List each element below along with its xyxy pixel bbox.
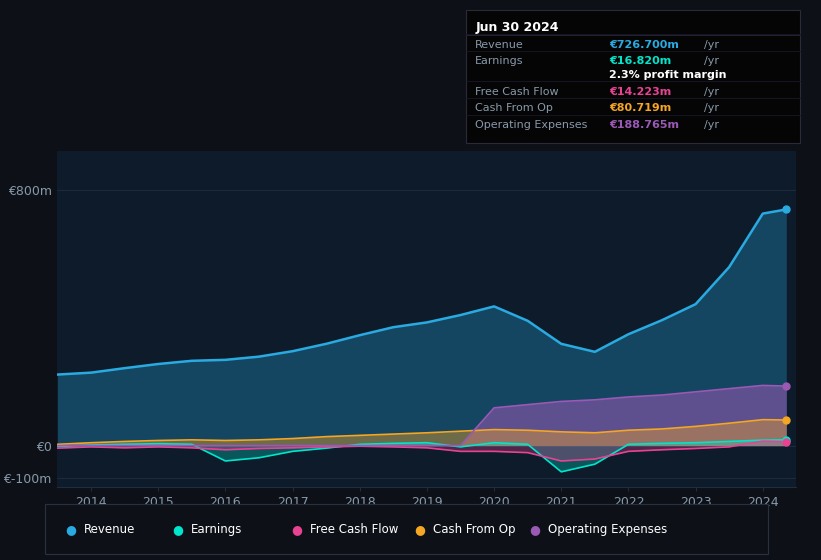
Text: ●: ●: [415, 522, 425, 536]
Text: /yr: /yr: [704, 57, 718, 67]
Text: Operating Expenses: Operating Expenses: [475, 120, 588, 130]
Text: €188.765m: €188.765m: [609, 120, 679, 130]
Text: ●: ●: [172, 522, 183, 536]
Text: /yr: /yr: [704, 104, 718, 114]
Text: €80.719m: €80.719m: [609, 104, 672, 114]
Text: ●: ●: [530, 522, 540, 536]
Text: Earnings: Earnings: [475, 57, 524, 67]
Text: Cash From Op: Cash From Op: [475, 104, 553, 114]
Text: €14.223m: €14.223m: [609, 87, 672, 97]
Text: Free Cash Flow: Free Cash Flow: [475, 87, 559, 97]
Text: ●: ●: [291, 522, 302, 536]
Text: Free Cash Flow: Free Cash Flow: [310, 522, 398, 536]
Text: Revenue: Revenue: [475, 40, 524, 50]
Text: 2.3% profit margin: 2.3% profit margin: [609, 71, 727, 81]
Text: Cash From Op: Cash From Op: [433, 522, 515, 536]
Text: /yr: /yr: [704, 120, 718, 130]
Text: Revenue: Revenue: [84, 522, 135, 536]
Text: Jun 30 2024: Jun 30 2024: [475, 21, 559, 34]
Text: €726.700m: €726.700m: [609, 40, 679, 50]
Text: €16.820m: €16.820m: [609, 57, 672, 67]
Text: /yr: /yr: [704, 87, 718, 97]
Text: /yr: /yr: [704, 40, 718, 50]
Text: Operating Expenses: Operating Expenses: [548, 522, 667, 536]
Text: Earnings: Earnings: [190, 522, 242, 536]
Text: ●: ●: [66, 522, 76, 536]
